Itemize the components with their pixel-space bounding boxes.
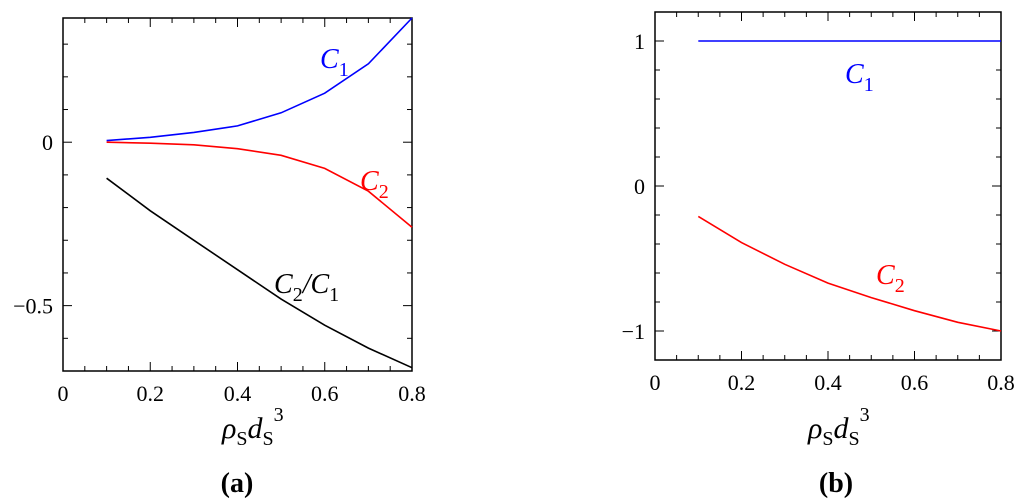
series-a <box>106 17 413 369</box>
x-tick-label: 0.6 <box>901 370 929 395</box>
y-tick-label: 1 <box>634 29 645 54</box>
series-line-c2 <box>106 141 413 228</box>
plot-frame-b <box>654 11 1002 361</box>
x-tick-label: 0.2 <box>728 370 756 395</box>
y-tick-label: −1 <box>622 319 645 344</box>
curve-label-c2-a: C2 <box>360 166 389 203</box>
panel-a: 0 0.2 0.4 0.6 0.8 0 −0.5 C1 C2 C2/C1 ρSdS3 (a) <box>13 17 426 499</box>
x-tick-label: 0.6 <box>311 381 339 406</box>
series-line-c2-over-c1 <box>106 177 413 369</box>
panel-b: 0 0.2 0.4 0.6 0.8 1 0 −1 C1 C2 ρSdS3 (b) <box>622 11 1015 499</box>
x-tick-label: 0.4 <box>814 370 842 395</box>
series-line-c1 <box>106 17 413 142</box>
series-b <box>697 40 1002 332</box>
curve-label-c2-b: C2 <box>876 260 905 297</box>
y-tick-label: 0 <box>634 174 645 199</box>
x-tick-label: 0 <box>650 370 661 395</box>
ticks-a: 0 0.2 0.4 0.6 0.8 0 −0.5 <box>13 18 426 406</box>
y-tick-label: 0 <box>42 130 53 155</box>
panel-label-b: (b) <box>819 468 853 499</box>
curve-label-c1-b: C1 <box>845 59 874 96</box>
y-tick-label: −0.5 <box>13 294 53 319</box>
x-tick-label: 0.8 <box>987 370 1015 395</box>
x-tick-label: 0.4 <box>224 381 252 406</box>
x-tick-label: 0.2 <box>137 381 165 406</box>
ticks-b: 0 0.2 0.4 0.6 0.8 1 0 −1 <box>622 11 1015 395</box>
panel-label-a: (a) <box>221 468 254 499</box>
curve-label-c1-a: C1 <box>320 44 349 81</box>
x-tick-label: 0.8 <box>398 381 426 406</box>
x-tick-label: 0 <box>58 381 69 406</box>
series-line-c2 <box>697 215 1002 332</box>
x-axis-label-b: ρSdS3 <box>807 404 870 450</box>
x-axis-label-a: ρSdS3 <box>221 404 284 450</box>
curve-label-c2c1-a: C2/C1 <box>274 269 339 306</box>
